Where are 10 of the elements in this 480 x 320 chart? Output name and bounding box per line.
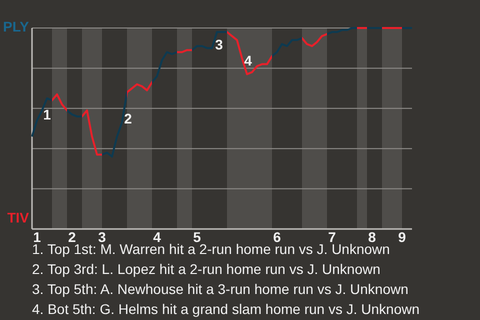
annotation: 4 — [244, 52, 252, 69]
annotation: 2 — [124, 110, 132, 127]
x-tick-label: 9 — [398, 229, 406, 245]
annotation: 1 — [43, 106, 52, 123]
text: PLY — [3, 18, 30, 35]
text: 4. Bot 5th: G. Helms hit a grand slam home run vs J. Unknown — [32, 301, 420, 317]
annotation: 3 — [215, 36, 224, 53]
text: TIV — [7, 210, 30, 226]
text: 3. Top 5th: A. Newhouse hit a 3-run home run vs J. Unknown — [32, 281, 408, 297]
text: 2. Top 3rd: L. Lopez hit a 2-run home run vs J. Unknown — [32, 261, 380, 277]
